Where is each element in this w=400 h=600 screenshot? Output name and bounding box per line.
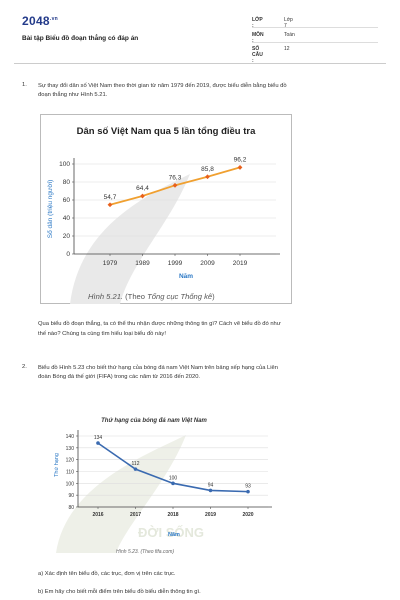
caption-label: Hình 5.21. <box>88 292 124 301</box>
figure-caption: Hình 5.21. (Theo Tổng cục Thống kê) <box>88 292 215 301</box>
y-axis-label: Số dân (triệu người) <box>45 180 54 238</box>
x-axis-label: Năm <box>179 273 193 280</box>
data-point <box>96 441 100 445</box>
series: 54,7 64,4 76,3 85,8 96,2 <box>104 156 247 208</box>
paragraph-line: Qua biểu đồ đoạn thẳng, ta có thể thu nh… <box>38 321 281 327</box>
header: 2048.vn Bài tập Biểu đồ đoạn thẳng có đá… <box>0 0 400 64</box>
x-tick-label: 2019 <box>205 512 216 518</box>
doc-title: Bài tập Biểu đồ đoạn thẳng có đáp án <box>22 35 139 42</box>
y-tick-label: 130 <box>66 446 75 452</box>
question-text: Sự thay đổi dân số Việt Nam theo thời gi… <box>38 82 388 100</box>
question-number: 1. <box>22 82 27 88</box>
fifa-ranking-chart: ĐỜI SỐNG Thứ hạng của bóng đá nam Việt N… <box>54 418 272 553</box>
question-line: Sự thay đổi dân số Việt Nam theo thời gi… <box>38 83 287 89</box>
header-divider <box>14 63 386 64</box>
data-label: 85,8 <box>201 166 214 173</box>
watermark-shape <box>56 435 186 553</box>
y-tick-label: 90 <box>68 493 74 499</box>
y-tick-label: 20 <box>63 233 71 240</box>
y-tick-label: 140 <box>66 434 75 440</box>
question-line: đoàn Bóng đá thế giới (FIFA) trong các n… <box>38 374 201 380</box>
x-tick-label: 1979 <box>103 260 118 267</box>
caption-source: Tổng cục Thống kê <box>147 292 213 301</box>
divider <box>252 27 378 28</box>
data-label: 76,3 <box>169 174 182 181</box>
info-key: SỐ CÂU : <box>252 46 263 64</box>
data-label: 54,7 <box>104 194 117 201</box>
x-tick-label: 2020 <box>242 512 253 518</box>
population-chart: Dân số Việt Nam qua 5 lần tổng điều tra … <box>40 114 292 304</box>
data-point <box>237 165 243 170</box>
y-tick-label: 60 <box>63 197 71 204</box>
x-axis-label: Năm <box>168 532 180 538</box>
data-point <box>171 481 175 486</box>
axes <box>73 158 280 255</box>
data-point <box>172 182 178 188</box>
y-tick-label: 100 <box>66 481 75 487</box>
y-tick-label: 80 <box>63 179 71 186</box>
y-tick-label: 110 <box>66 470 74 476</box>
x-tick-label: 1999 <box>168 260 183 267</box>
y-tick-label: 0 <box>66 251 70 258</box>
data-label: 134 <box>94 435 103 441</box>
series: 134 112 100 94 93 <box>94 435 251 494</box>
question-line: Biểu đồ Hình 5.23 cho biết thứ hạng của … <box>38 365 279 371</box>
info-key: MÔN : <box>252 32 264 44</box>
info-key: LỚP : <box>252 17 263 29</box>
data-point <box>140 193 145 199</box>
question-number: 2. <box>22 364 27 370</box>
x-tick-label: 2016 <box>92 512 103 518</box>
chart-title: Dân số Việt Nam qua 5 lần tổng điều tra <box>77 126 256 137</box>
data-label: 94 <box>208 482 214 488</box>
paragraph-line: thế nào? Chúng ta cùng tìm hiểu loại biể… <box>38 330 166 337</box>
y-tick-label: 80 <box>68 505 74 511</box>
sub-question-b: b) Em hãy cho biết mỗi điểm trên biểu đồ… <box>38 589 201 595</box>
data-label: 112 <box>132 461 140 467</box>
data-label: 100 <box>169 475 178 481</box>
data-point <box>208 488 213 493</box>
site-logo[interactable]: 2048.vn <box>22 14 59 28</box>
info-value: Toán <box>284 32 295 38</box>
y-tick-label: 120 <box>66 458 75 464</box>
x-tick-label: 2018 <box>167 512 178 518</box>
sub-question-a: a) Xác định tên biểu đồ, các trục, đơn v… <box>38 571 176 577</box>
x-tick-label: 1989 <box>135 260 150 267</box>
x-tick-label: 2017 <box>130 512 141 518</box>
axes <box>77 430 272 508</box>
question-text: Biểu đồ Hình 5.23 cho biết thứ hạng của … <box>38 364 388 382</box>
info-value: Lớp 7 <box>284 17 293 29</box>
data-label: 64,4 <box>136 185 149 192</box>
caption-text: ) <box>212 292 215 301</box>
watermark-shape <box>70 174 190 304</box>
data-label: 93 <box>245 484 251 490</box>
data-point <box>107 202 113 208</box>
caption-text: (Theo <box>123 292 148 301</box>
figure-caption: Hình 5.23. (Theo fifa.com) <box>116 549 175 555</box>
question-line: đoạn thẳng như Hình 5.21. <box>38 92 108 98</box>
divider <box>252 42 378 43</box>
data-point <box>205 174 210 180</box>
y-ticks: 0 20 40 60 80 100 <box>59 161 74 258</box>
data-point <box>246 489 250 494</box>
y-axis-label: Thứ hạng <box>54 453 60 477</box>
data-point <box>133 467 138 471</box>
x-tick-label: 2009 <box>200 260 215 267</box>
paragraph: Qua biểu đồ đoạn thẳng, ta có thể thu nh… <box>38 320 388 339</box>
data-label: 96,2 <box>234 156 247 163</box>
y-tick-label: 100 <box>59 161 70 168</box>
y-tick-label: 40 <box>63 215 71 222</box>
chart-title: Thứ hạng của bóng đá nam Việt Nam <box>101 418 207 424</box>
x-tick-label: 2019 <box>233 260 248 267</box>
y-ticks: 80 90 100 110 120 130 140 <box>66 434 78 511</box>
watermark-text: ĐỜI SỐNG <box>138 525 204 540</box>
info-value: 12 <box>284 46 290 52</box>
